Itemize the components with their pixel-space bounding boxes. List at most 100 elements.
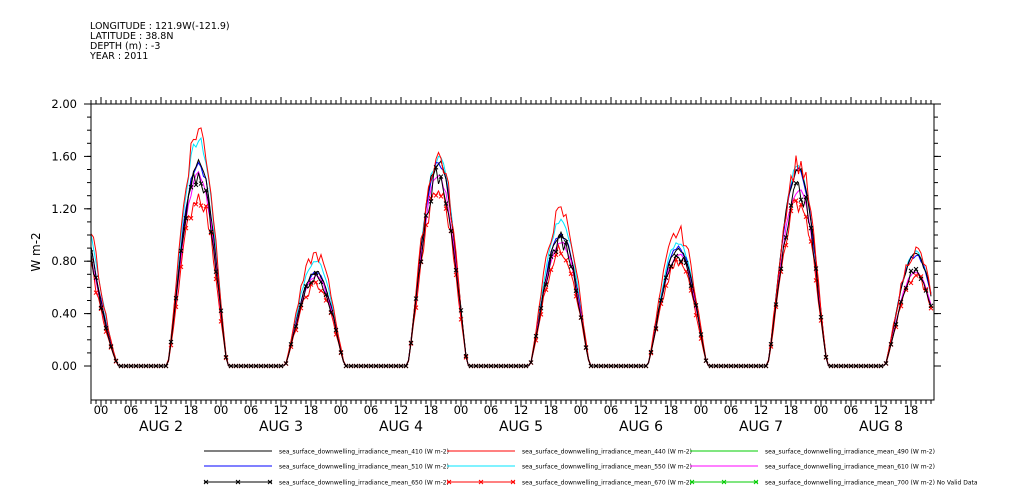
series-marker <box>708 363 714 369</box>
series-marker <box>658 297 664 303</box>
x-tick-label: 18 <box>544 403 559 417</box>
legend-entry: sea_surface_downwelling_irradiance_mean_… <box>765 464 935 471</box>
series-marker <box>578 315 584 320</box>
x-tick-label: 06 <box>244 403 259 417</box>
series-marker <box>223 354 229 360</box>
series-marker <box>598 363 604 369</box>
x-tick-label: 18 <box>304 403 319 417</box>
legend-marker <box>478 479 484 485</box>
series-marker <box>263 363 269 369</box>
latitude-label: LATITUDE : 38.8N <box>90 31 174 42</box>
x-tick-label: 06 <box>124 403 139 417</box>
x-tick-label: 12 <box>874 403 889 417</box>
y-tick-label: 0.80 <box>51 254 77 268</box>
series-marker <box>238 363 244 369</box>
series-marker <box>293 323 299 329</box>
series-marker <box>153 363 159 369</box>
series-marker <box>893 322 899 327</box>
series-marker <box>638 363 644 369</box>
legend-marker <box>689 479 695 485</box>
plot-frame <box>90 103 935 401</box>
series-marker <box>508 363 514 369</box>
series-marker <box>328 309 334 315</box>
series-marker <box>613 363 619 369</box>
series-marker <box>268 363 274 369</box>
series-marker <box>733 363 739 369</box>
series-marker <box>183 216 189 221</box>
series-marker <box>683 260 689 266</box>
series-marker <box>348 363 354 369</box>
series-marker <box>343 363 349 369</box>
day-label: AUG 6 <box>619 419 663 435</box>
series-marker <box>448 228 454 234</box>
series-line <box>91 161 932 367</box>
series-marker <box>453 272 459 278</box>
series-marker <box>758 363 764 369</box>
series-marker <box>568 264 574 270</box>
series-marker <box>403 363 409 369</box>
series-marker <box>923 288 929 293</box>
legend-entry: sea_surface_downwelling_irradiance_mean_… <box>279 464 449 471</box>
series-marker <box>888 341 894 347</box>
series-marker <box>593 363 599 369</box>
x-tick-label: 12 <box>274 403 289 417</box>
series-marker <box>218 308 224 314</box>
series-marker <box>323 292 329 298</box>
series-marker <box>383 363 389 369</box>
y-tick-label: 1.60 <box>51 149 77 163</box>
series-line <box>91 167 932 367</box>
x-tick-label: 12 <box>514 403 529 417</box>
series-marker <box>698 332 704 337</box>
x-tick-label: 18 <box>424 403 439 417</box>
series-marker <box>288 342 294 347</box>
x-tick-label: 00 <box>214 403 229 417</box>
series-marker <box>188 215 194 221</box>
series-marker <box>113 358 119 364</box>
series-marker <box>763 363 769 369</box>
series-marker <box>393 363 399 369</box>
legend-entry: sea_surface_downwelling_irradiance_mean_… <box>522 480 692 487</box>
series-marker <box>823 354 829 360</box>
series-marker <box>523 363 529 369</box>
series-marker <box>783 235 789 240</box>
series-line <box>91 127 932 367</box>
series-marker <box>84 235 88 239</box>
series-marker <box>193 201 199 207</box>
x-tick-label: 12 <box>754 403 769 417</box>
series-marker <box>233 363 239 369</box>
series-line <box>91 170 932 367</box>
series-marker <box>91 250 94 255</box>
x-tick-label: 18 <box>184 403 199 417</box>
year-label: YEAR : 2011 <box>90 51 149 62</box>
series-marker <box>483 363 489 369</box>
series-marker <box>433 164 439 170</box>
series-marker <box>843 363 849 369</box>
day-label: AUG 7 <box>739 419 783 435</box>
series-marker <box>648 349 654 355</box>
series-marker <box>828 363 834 369</box>
longitude-label: LONGITUDE : 121.9W(-121.9) <box>90 21 230 32</box>
series-marker <box>573 288 579 294</box>
series-marker <box>313 279 319 285</box>
series-marker <box>228 363 234 369</box>
series-marker <box>503 363 509 369</box>
x-tick-label: 18 <box>904 403 919 417</box>
legend-entry: sea_surface_downwelling_irradiance_mean_… <box>765 449 935 456</box>
day-label: AUG 5 <box>499 419 543 435</box>
series-marker <box>283 361 289 366</box>
y-tick-label: 0.00 <box>51 359 77 373</box>
legend: sea_surface_downwelling_irradiance_mean_… <box>203 449 978 487</box>
y-tick-label: 0.40 <box>51 307 77 321</box>
series-marker <box>803 214 809 220</box>
series-marker <box>728 363 734 369</box>
series-marker <box>378 363 384 369</box>
series-marker <box>408 340 414 346</box>
series-marker <box>723 363 729 369</box>
series-marker <box>668 263 674 269</box>
series-marker <box>163 363 169 369</box>
series-marker <box>848 363 854 369</box>
series-marker <box>413 296 419 301</box>
series-marker <box>563 239 569 245</box>
series-marker <box>853 363 859 369</box>
series-marker <box>173 295 179 301</box>
